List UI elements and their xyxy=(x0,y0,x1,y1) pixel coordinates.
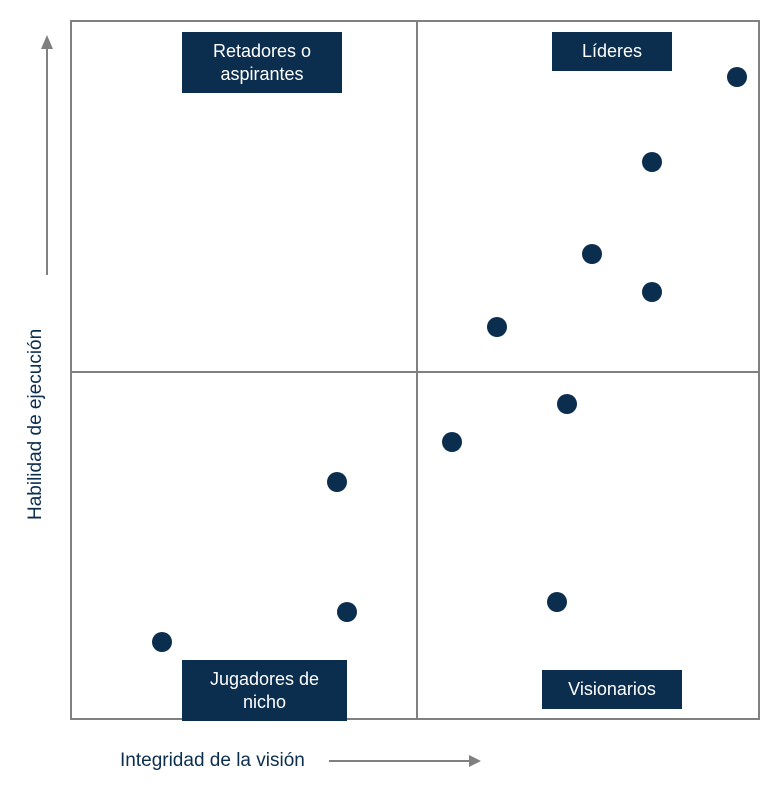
x-axis-text: Integridad de la visión xyxy=(120,750,305,772)
chart-plot-area: Retadores o aspirantes Líderes Jugadores… xyxy=(70,20,760,720)
data-point xyxy=(557,394,577,414)
quadrant-label-leaders: Líderes xyxy=(552,32,672,71)
quadrant-label-challengers: Retadores o aspirantes xyxy=(182,32,342,93)
horizontal-divider xyxy=(72,371,758,373)
data-point xyxy=(727,67,747,87)
data-point xyxy=(327,472,347,492)
x-axis-arrow xyxy=(329,760,479,762)
data-point xyxy=(337,602,357,622)
data-point xyxy=(642,152,662,172)
quadrant-chart: Retadores o aspirantes Líderes Jugadores… xyxy=(70,20,760,720)
y-axis-label: Habilidad de ejecución xyxy=(25,329,47,520)
x-axis-label: Integridad de la visión xyxy=(120,750,479,772)
quadrant-label-visionaries: Visionarios xyxy=(542,670,682,709)
data-point xyxy=(642,282,662,302)
y-axis-text: Habilidad de ejecución xyxy=(25,329,47,520)
data-point xyxy=(582,244,602,264)
y-axis-arrow xyxy=(40,35,54,275)
vertical-divider xyxy=(416,22,418,718)
data-point xyxy=(442,432,462,452)
data-point xyxy=(547,592,567,612)
data-point xyxy=(152,632,172,652)
quadrant-label-niche: Jugadores de nicho xyxy=(182,660,347,721)
data-point xyxy=(487,317,507,337)
